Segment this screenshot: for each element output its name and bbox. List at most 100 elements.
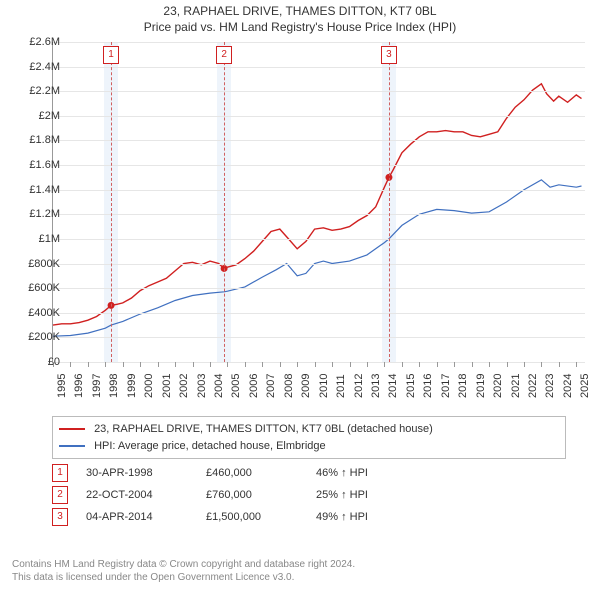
xtick-label: 2014 xyxy=(387,374,399,398)
xtick-mark xyxy=(454,362,455,367)
xtick-label: 2021 xyxy=(510,374,522,398)
xtick-mark xyxy=(367,362,368,367)
sales-row-date: 04-APR-2014 xyxy=(86,511,206,523)
xtick-label: 2002 xyxy=(178,374,190,398)
xtick-label: 2013 xyxy=(370,374,382,398)
sales-row-index: 3 xyxy=(52,508,68,526)
sale-dash-line xyxy=(389,42,390,362)
xtick-mark xyxy=(419,362,420,367)
ytick-label: £200K xyxy=(14,331,60,343)
xtick-mark xyxy=(105,362,106,367)
gridline-h xyxy=(53,313,585,314)
xtick-label: 2017 xyxy=(440,374,452,398)
sale-marker-box: 3 xyxy=(381,46,397,64)
sales-table: 1 30-APR-1998£460,00046% ↑ HPI 2 22-OCT-200… xyxy=(52,462,376,528)
up-arrow-icon: ↑ xyxy=(341,489,347,501)
chart-container: 23, RAPHAEL DRIVE, THAMES DITTON, KT7 0B… xyxy=(0,0,600,590)
xtick-label: 2022 xyxy=(527,374,539,398)
xtick-label: 2007 xyxy=(265,374,277,398)
footer-attribution: Contains HM Land Registry data © Crown c… xyxy=(12,558,355,584)
xtick-label: 2003 xyxy=(196,374,208,398)
plot-region: 1 2 3 xyxy=(52,42,585,363)
xtick-mark xyxy=(437,362,438,367)
gridline-h xyxy=(53,190,585,191)
legend-row-property: 23, RAPHAEL DRIVE, THAMES DITTON, KT7 0B… xyxy=(59,421,559,438)
xtick-mark xyxy=(158,362,159,367)
legend-swatch-property xyxy=(59,428,85,430)
xtick-label: 2024 xyxy=(562,374,574,398)
legend-swatch-hpi xyxy=(59,445,85,447)
xtick-label: 2006 xyxy=(248,374,260,398)
title-address: 23, RAPHAEL DRIVE, THAMES DITTON, KT7 0B… xyxy=(0,4,600,20)
xtick-label: 1999 xyxy=(126,374,138,398)
chart-area: 1 2 3 xyxy=(52,42,584,362)
up-arrow-icon: ↑ xyxy=(341,511,347,523)
legend-row-hpi: HPI: Average price, detached house, Elmb… xyxy=(59,438,559,455)
xtick-label: 1996 xyxy=(73,374,85,398)
sales-row-price: £760,000 xyxy=(206,489,316,501)
xtick-mark xyxy=(245,362,246,367)
sale-marker-box: 1 xyxy=(103,46,119,64)
xtick-label: 2011 xyxy=(335,374,347,398)
ytick-label: £2.6M xyxy=(14,36,60,48)
ytick-label: £1M xyxy=(14,233,60,245)
gridline-h xyxy=(53,239,585,240)
ytick-label: £2M xyxy=(14,110,60,122)
xtick-mark xyxy=(524,362,525,367)
sale-marker-box: 2 xyxy=(216,46,232,64)
xtick-mark xyxy=(70,362,71,367)
xtick-mark xyxy=(332,362,333,367)
sales-row-date: 30-APR-1998 xyxy=(86,467,206,479)
xtick-label: 2023 xyxy=(544,374,556,398)
xtick-label: 2004 xyxy=(213,374,225,398)
xtick-mark xyxy=(402,362,403,367)
xtick-mark xyxy=(472,362,473,367)
xtick-mark xyxy=(489,362,490,367)
gridline-h xyxy=(53,91,585,92)
xtick-label: 2005 xyxy=(230,374,242,398)
xtick-mark xyxy=(507,362,508,367)
sales-row-price: £460,000 xyxy=(206,467,316,479)
xtick-mark xyxy=(175,362,176,367)
title-block: 23, RAPHAEL DRIVE, THAMES DITTON, KT7 0B… xyxy=(0,0,600,35)
xtick-label: 1995 xyxy=(56,374,68,398)
gridline-h xyxy=(53,288,585,289)
xtick-mark xyxy=(88,362,89,367)
xtick-mark xyxy=(140,362,141,367)
sales-row-date: 22-OCT-2004 xyxy=(86,489,206,501)
sales-row-index: 2 xyxy=(52,486,68,504)
xtick-label: 2018 xyxy=(457,374,469,398)
xtick-label: 2009 xyxy=(300,374,312,398)
sale-dash-line xyxy=(111,42,112,362)
series-svg xyxy=(53,42,585,362)
ytick-label: £2.2M xyxy=(14,85,60,97)
ytick-label: £1.2M xyxy=(14,208,60,220)
xtick-label: 2012 xyxy=(353,374,365,398)
xtick-label: 2025 xyxy=(579,374,591,398)
xtick-label: 2020 xyxy=(492,374,504,398)
sales-row-price: £1,500,000 xyxy=(206,511,316,523)
xtick-mark xyxy=(576,362,577,367)
xtick-mark xyxy=(227,362,228,367)
xtick-mark xyxy=(297,362,298,367)
gridline-h xyxy=(53,140,585,141)
sale-dash-line xyxy=(224,42,225,362)
up-arrow-icon: ↑ xyxy=(341,467,347,479)
sales-row-pct: 46% ↑ HPI xyxy=(316,467,376,479)
xtick-mark xyxy=(315,362,316,367)
sales-table-row: 222-OCT-2004£760,00025% ↑ HPI xyxy=(52,484,376,506)
sales-table-row: 1 30-APR-1998£460,00046% ↑ HPI xyxy=(52,462,376,484)
gridline-h xyxy=(53,337,585,338)
ytick-label: £800K xyxy=(14,258,60,270)
footer-line2: This data is licensed under the Open Gov… xyxy=(12,571,355,584)
sales-row-index: 1 xyxy=(52,464,68,482)
xtick-label: 2000 xyxy=(143,374,155,398)
ytick-label: £1.4M xyxy=(14,184,60,196)
xtick-mark xyxy=(123,362,124,367)
gridline-h xyxy=(53,116,585,117)
xtick-label: 2015 xyxy=(405,374,417,398)
legend-box: 23, RAPHAEL DRIVE, THAMES DITTON, KT7 0B… xyxy=(52,416,566,459)
xtick-mark xyxy=(280,362,281,367)
xtick-label: 2001 xyxy=(161,374,173,398)
xtick-label: 2010 xyxy=(318,374,330,398)
